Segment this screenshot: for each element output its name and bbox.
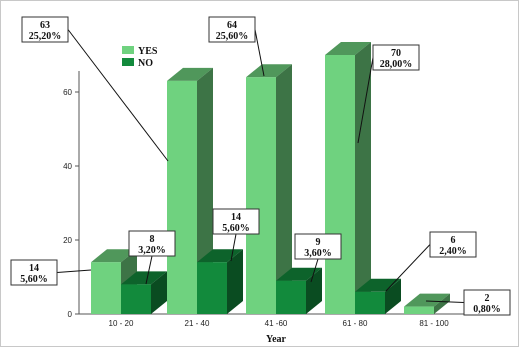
bar-no-side	[306, 267, 322, 314]
data-label-count: 6	[451, 235, 456, 246]
data-label-box	[208, 16, 256, 43]
y-tick-label: 40	[63, 162, 72, 171]
bar-no-top	[355, 278, 401, 292]
legend-label-no: NO	[138, 58, 153, 69]
data-label-count: 14	[29, 263, 39, 274]
bar-no	[276, 280, 306, 314]
bar-no	[121, 284, 151, 314]
bar-yes-top	[404, 293, 450, 307]
bar-no-top	[276, 267, 322, 281]
bar-no	[197, 262, 227, 314]
data-label-percent: 3,60%	[304, 248, 332, 259]
data-label-percent: 2,40%	[439, 246, 467, 257]
bar-yes-top	[91, 249, 137, 263]
bar-yes	[246, 77, 276, 314]
bar-no-top	[197, 249, 243, 263]
callout-leader	[145, 255, 153, 285]
bar-yes	[167, 80, 197, 315]
x-tick-label: 81 - 100	[419, 319, 449, 328]
data-label-box	[294, 233, 342, 260]
bar-no-side	[151, 271, 167, 314]
legend-swatch-yes	[122, 46, 134, 54]
data-label-percent: 0,80%	[473, 304, 501, 315]
x-tick-label: 10 - 20	[109, 319, 134, 328]
bar-yes-side	[434, 293, 450, 314]
callout-leader	[230, 233, 237, 262]
x-axis-title: Year	[266, 334, 287, 345]
data-label-percent: 3,20%	[138, 245, 166, 256]
bar-yes-top	[246, 64, 292, 78]
legend-label-yes: YES	[138, 46, 158, 57]
bar-no	[355, 291, 385, 314]
bar-yes	[325, 55, 355, 314]
data-label-percent: 5,60%	[20, 274, 48, 285]
bar-no-top	[121, 271, 167, 285]
data-label-box	[429, 231, 477, 258]
data-label-count: 2	[485, 293, 490, 304]
legend-swatch-no	[122, 58, 134, 66]
data-label-percent: 28,00%	[380, 59, 413, 70]
data-label-percent: 25,20%	[29, 31, 62, 42]
callout-leader	[385, 244, 431, 292]
x-tick-label: 21 - 40	[185, 319, 210, 328]
data-label-box	[212, 208, 260, 235]
data-label-count: 14	[231, 212, 241, 223]
data-label-percent: 5,60%	[222, 223, 250, 234]
callout-leader	[67, 29, 169, 162]
bar-yes-top	[167, 67, 213, 81]
bar-yes-side	[276, 64, 292, 314]
bar-yes	[404, 306, 434, 314]
data-label-count: 63	[40, 20, 50, 31]
bar-no-side	[385, 278, 401, 314]
data-label-count: 64	[227, 20, 237, 31]
y-tick-label: 60	[63, 88, 72, 97]
callout-leader	[254, 29, 265, 77]
bar-yes	[91, 262, 121, 314]
callout-leader	[56, 269, 92, 273]
data-label-count: 8	[150, 234, 155, 245]
y-tick-label: 0	[68, 310, 73, 319]
callout-leader	[310, 258, 319, 283]
data-label-box	[463, 289, 511, 316]
data-label-box	[10, 259, 58, 286]
y-tick-label: 20	[63, 236, 72, 245]
data-label-box	[372, 44, 420, 71]
data-label-box	[21, 16, 69, 43]
x-tick-label: 61 - 80	[343, 319, 368, 328]
data-label-count: 70	[391, 48, 401, 59]
data-label-box	[128, 230, 176, 257]
x-tick-label: 41 -60	[265, 319, 288, 328]
callout-leader	[425, 300, 465, 303]
bar-yes-side	[355, 42, 371, 314]
bar-yes-top	[325, 42, 371, 55]
callout-leader	[357, 57, 374, 144]
data-label-count: 9	[316, 237, 321, 248]
data-label-percent: 25,60%	[216, 31, 249, 42]
bar-no-side	[227, 249, 243, 314]
